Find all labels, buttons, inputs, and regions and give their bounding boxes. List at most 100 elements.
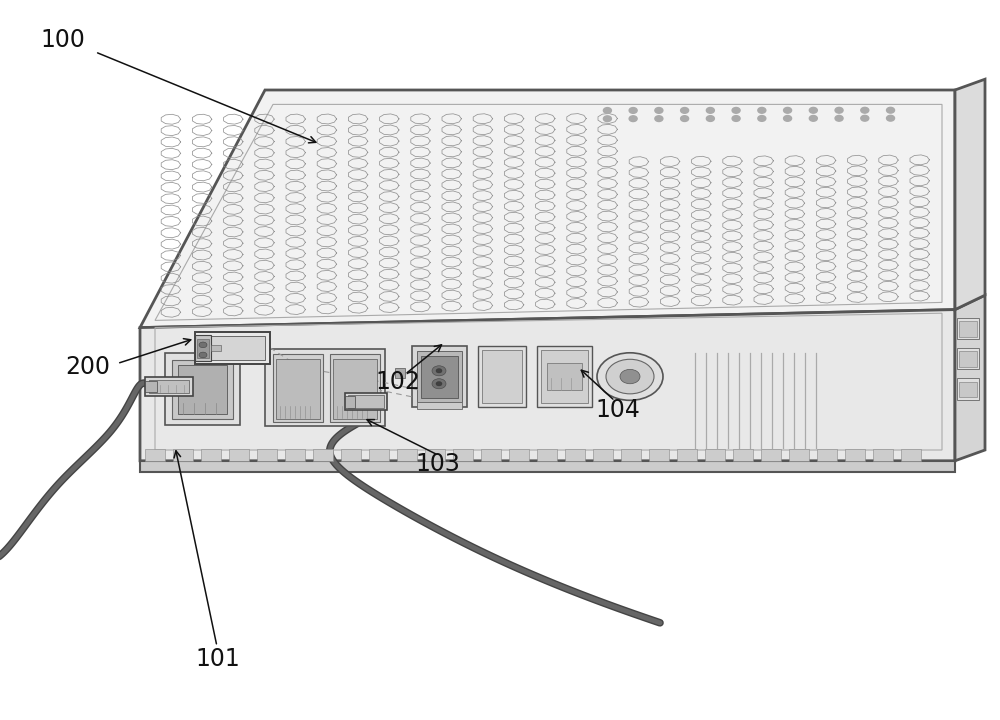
- Bar: [761, 449, 781, 461]
- Bar: [395, 368, 405, 378]
- Circle shape: [655, 107, 663, 113]
- Circle shape: [861, 115, 869, 121]
- Bar: [621, 449, 641, 461]
- Bar: [649, 449, 669, 461]
- Circle shape: [597, 353, 663, 400]
- Bar: [229, 449, 249, 461]
- Circle shape: [706, 107, 714, 113]
- Bar: [257, 449, 277, 461]
- Circle shape: [603, 107, 611, 113]
- Text: 200: 200: [65, 355, 110, 379]
- Bar: [285, 449, 305, 461]
- Bar: [273, 354, 323, 422]
- Bar: [195, 332, 270, 364]
- Text: 100: 100: [40, 27, 85, 52]
- Circle shape: [436, 369, 442, 373]
- Circle shape: [758, 116, 766, 122]
- Circle shape: [784, 115, 792, 121]
- Circle shape: [809, 115, 817, 121]
- Bar: [593, 449, 613, 461]
- Bar: [200, 336, 265, 360]
- Circle shape: [809, 107, 817, 113]
- Bar: [873, 449, 893, 461]
- Polygon shape: [955, 295, 985, 461]
- Circle shape: [887, 115, 895, 121]
- Bar: [145, 381, 157, 392]
- Circle shape: [436, 382, 442, 386]
- Bar: [509, 449, 529, 461]
- Bar: [482, 350, 522, 403]
- Circle shape: [732, 116, 740, 122]
- Bar: [705, 449, 725, 461]
- Circle shape: [835, 107, 843, 113]
- Circle shape: [629, 107, 637, 113]
- Bar: [313, 449, 333, 461]
- Polygon shape: [140, 310, 955, 461]
- Bar: [817, 449, 837, 461]
- Bar: [959, 382, 977, 397]
- Text: 103: 103: [415, 452, 460, 477]
- Text: 104: 104: [595, 398, 640, 423]
- Bar: [201, 449, 221, 461]
- Bar: [845, 449, 865, 461]
- Circle shape: [732, 107, 740, 113]
- Bar: [197, 339, 209, 358]
- Bar: [211, 345, 221, 351]
- Bar: [348, 395, 384, 408]
- Bar: [541, 350, 588, 403]
- Circle shape: [432, 366, 446, 376]
- Bar: [149, 380, 189, 393]
- Bar: [341, 449, 361, 461]
- Circle shape: [681, 116, 689, 122]
- Bar: [733, 449, 753, 461]
- Circle shape: [784, 107, 792, 113]
- Polygon shape: [140, 90, 955, 328]
- Bar: [789, 449, 809, 461]
- Bar: [145, 377, 193, 396]
- Bar: [959, 321, 977, 337]
- Bar: [901, 449, 921, 461]
- Bar: [565, 449, 585, 461]
- Bar: [537, 449, 557, 461]
- Circle shape: [199, 352, 207, 358]
- Circle shape: [606, 359, 654, 394]
- Bar: [172, 360, 233, 419]
- Circle shape: [620, 369, 640, 384]
- Bar: [178, 365, 227, 414]
- Circle shape: [706, 116, 714, 122]
- Circle shape: [887, 107, 895, 113]
- Bar: [276, 359, 320, 419]
- Bar: [425, 449, 445, 461]
- Circle shape: [629, 116, 637, 122]
- Bar: [412, 346, 467, 407]
- Bar: [957, 378, 979, 400]
- Bar: [417, 402, 462, 409]
- Bar: [677, 449, 697, 461]
- Bar: [173, 449, 193, 461]
- Circle shape: [681, 107, 689, 113]
- Bar: [957, 348, 979, 369]
- Bar: [345, 396, 355, 408]
- Polygon shape: [140, 461, 955, 472]
- Polygon shape: [955, 79, 985, 310]
- Bar: [333, 359, 377, 419]
- Bar: [345, 393, 387, 410]
- Bar: [417, 351, 462, 402]
- Bar: [957, 318, 979, 339]
- Circle shape: [603, 116, 611, 122]
- Bar: [547, 363, 582, 390]
- Bar: [481, 449, 501, 461]
- Circle shape: [861, 107, 869, 113]
- Bar: [195, 335, 211, 361]
- Circle shape: [835, 115, 843, 121]
- Bar: [369, 449, 389, 461]
- Bar: [537, 346, 592, 407]
- Text: 102: 102: [375, 369, 420, 394]
- Circle shape: [432, 379, 446, 389]
- Bar: [421, 356, 458, 398]
- Circle shape: [199, 342, 207, 348]
- Bar: [453, 449, 473, 461]
- Bar: [265, 349, 385, 426]
- Bar: [478, 346, 526, 407]
- Bar: [145, 449, 165, 461]
